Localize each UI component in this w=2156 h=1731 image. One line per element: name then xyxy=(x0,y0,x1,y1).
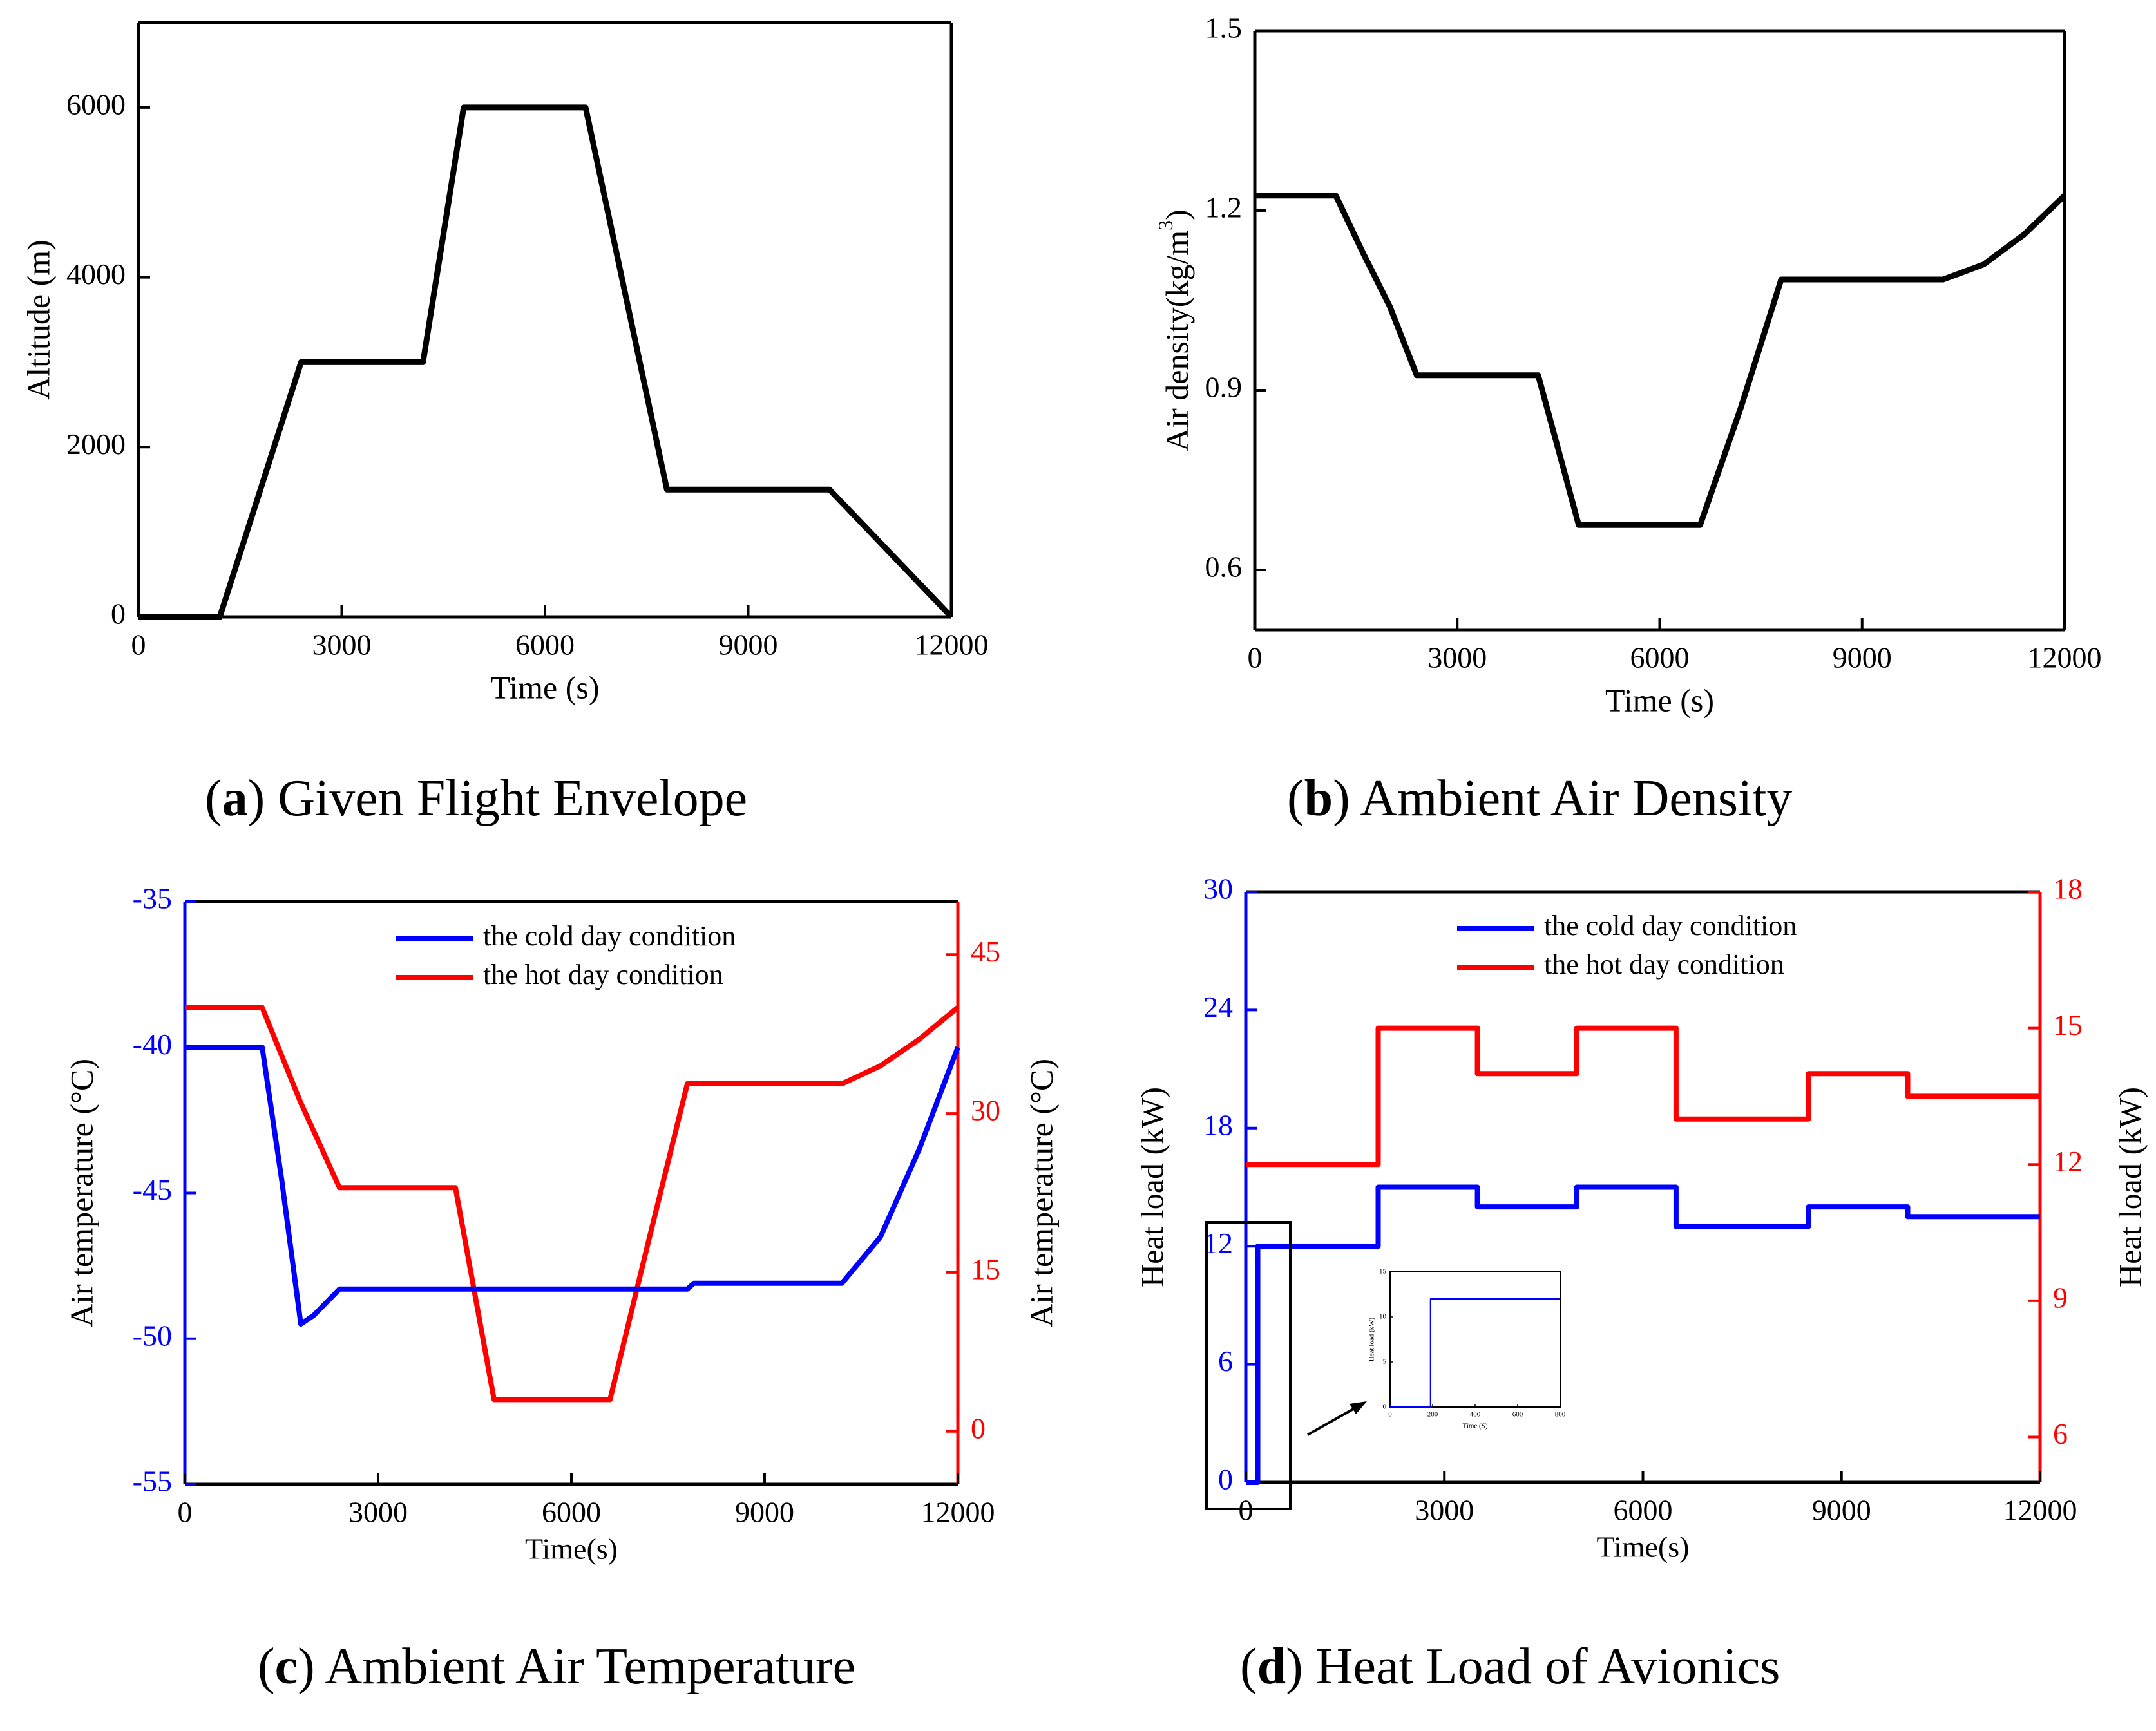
chart-c-xtick-label: 6000 xyxy=(542,1496,601,1529)
chart-b-ytick-label: 1.2 xyxy=(1205,191,1243,224)
chart-d-ytick-label: 30 xyxy=(1203,873,1233,905)
chart-d-inset-xtick-label: 200 xyxy=(1427,1411,1438,1419)
caption-c-text: Ambient Air Temperature xyxy=(325,1638,856,1695)
chart-d-ylabel-left: Heat load (kW) xyxy=(1134,1087,1170,1287)
chart-d-inset-frame xyxy=(1389,1271,1561,1408)
chart-d-inset-xlabel: Time (S) xyxy=(1462,1423,1487,1430)
chart-d-ytick-right-label: 18 xyxy=(2053,873,2083,905)
chart-d-inset-ylabel: Heat load (kW) xyxy=(1368,1317,1376,1361)
caption-d-text: Heat Load of Avionics xyxy=(1315,1638,1780,1695)
chart-d-ytick-label: 18 xyxy=(1203,1108,1233,1141)
chart-b-ylabel: Air density(kg/m3) xyxy=(1154,209,1195,451)
chart-a-altitude-line xyxy=(138,104,954,620)
chart-d-inset-xtick-label: 0 xyxy=(1388,1411,1392,1419)
chart-c-xtick-label: 3000 xyxy=(348,1496,408,1529)
chart-c-xlabel: Time(s) xyxy=(525,1533,618,1565)
chart-a-ytick-label: 4000 xyxy=(66,258,126,290)
chart-c-hot-day-line xyxy=(185,1005,960,1403)
chart-c-cold-day-line xyxy=(185,1045,960,1327)
chart-b-ylabel-sup: 3 xyxy=(1154,220,1177,231)
chart-a-xtick-label: 12000 xyxy=(915,629,989,661)
caption-a-text: Given Flight Envelope xyxy=(278,770,748,827)
chart-a-xtick-label: 6000 xyxy=(515,629,575,661)
chart-d-zoom-box xyxy=(1205,1221,1292,1510)
chart-d-zoom-arrow-head xyxy=(1350,1401,1367,1414)
chart-b-ylabel-end: ) xyxy=(1159,209,1195,220)
chart-a-xtick-label: 3000 xyxy=(312,629,372,661)
caption-b-text: Ambient Air Density xyxy=(1360,770,1793,827)
chart-c-legend-label: the hot day condition xyxy=(483,959,723,990)
chart-a-xlabel: Time (s) xyxy=(490,669,599,705)
chart-c-xtick-label: 0 xyxy=(178,1496,193,1529)
chart-d-ytick-right-label: 15 xyxy=(2053,1008,2083,1041)
chart-d-inset-xtick-label: 400 xyxy=(1470,1411,1481,1419)
chart-d-xtick-label: 0 xyxy=(1239,1494,1254,1527)
chart-d-inset-line xyxy=(1390,1298,1560,1408)
chart-c-ylabel-left: Air temperature (°C) xyxy=(63,1059,99,1327)
chart-a-xtick-label: 9000 xyxy=(719,629,778,661)
chart-d-xtick-label: 9000 xyxy=(1812,1494,1871,1527)
chart-d-legend-label: the hot day condition xyxy=(1544,949,1784,980)
chart-d-inset-ytick-label: 15 xyxy=(1379,1268,1387,1276)
caption-c: (c) Ambient Air Temperature xyxy=(258,1638,856,1695)
caption-d-letter: d xyxy=(1257,1638,1286,1695)
chart-c-xtick-label: 12000 xyxy=(921,1496,995,1529)
caption-b-letter: b xyxy=(1304,770,1333,827)
chart-d-ytick-right-label: 9 xyxy=(2053,1281,2068,1314)
chart-d-xtick-label: 6000 xyxy=(1614,1494,1673,1527)
caption-b: (b) Ambient Air Density xyxy=(1287,770,1793,827)
chart-a-ytick-label: 6000 xyxy=(66,88,126,120)
caption-a: (a) Given Flight Envelope xyxy=(205,770,748,827)
chart-d-inset-ytick-label: 10 xyxy=(1379,1313,1387,1321)
chart-d-inset-xtick-label: 600 xyxy=(1512,1411,1523,1419)
chart-a-ylabel: Altitude (m) xyxy=(20,240,56,400)
chart-d-inset-xtick-label: 800 xyxy=(1555,1411,1566,1419)
chart-a-ytick-label: 0 xyxy=(111,598,126,630)
chart-c-ytick-right-label: 45 xyxy=(971,935,1000,968)
chart-d-ytick-right-label: 6 xyxy=(2053,1417,2068,1450)
chart-a-xtick-label: 0 xyxy=(131,629,146,661)
chart-c-ylabel-right: Air temperature (°C) xyxy=(1023,1059,1059,1327)
caption-a-letter: a xyxy=(222,770,248,827)
chart-d-inset-ytick-label: 0 xyxy=(1383,1403,1387,1411)
chart-c-ytick-label: -55 xyxy=(133,1465,172,1498)
chart-b-xtick-label: 6000 xyxy=(1630,641,1690,674)
chart-d-xtick-label: 12000 xyxy=(2003,1494,2077,1527)
chart-d-ytick-label: 24 xyxy=(1203,990,1233,1023)
chart-b-density-line xyxy=(1255,193,2067,528)
chart-b-xtick-label: 12000 xyxy=(2028,641,2102,674)
caption-d: (d) Heat Load of Avionics xyxy=(1240,1638,1780,1695)
chart-d-inset-ytick-label: 5 xyxy=(1383,1358,1387,1366)
chart-c-ytick-right-label: 30 xyxy=(971,1094,1000,1127)
chart-c-ytick-right-label: 15 xyxy=(971,1253,1000,1285)
chart-d-legend-label: the cold day condition xyxy=(1544,910,1797,941)
chart-c-xtick-label: 9000 xyxy=(735,1496,794,1529)
chart-c-ytick-label: -40 xyxy=(133,1028,172,1061)
chart-d-ytick-right-label: 12 xyxy=(2053,1145,2083,1178)
chart-a-ytick-label: 2000 xyxy=(66,428,126,460)
chart-b-ytick-label: 1.5 xyxy=(1205,12,1243,44)
chart-b-xtick-label: 0 xyxy=(1248,641,1263,674)
chart-d-xlabel: Time(s) xyxy=(1597,1531,1690,1564)
chart-d-ylabel-right: Heat load (kW) xyxy=(2112,1087,2148,1287)
chart-d-ytick-label: 12 xyxy=(1203,1227,1233,1260)
chart-c-legend-label: the cold day condition xyxy=(483,920,736,952)
chart-d-xtick-label: 3000 xyxy=(1415,1494,1474,1527)
chart-c-ytick-label: -45 xyxy=(133,1173,172,1206)
chart-d-hot-day-line xyxy=(1246,1025,2040,1168)
chart-c-ytick-right-label: 0 xyxy=(971,1412,986,1444)
chart-c-ytick-label: -50 xyxy=(133,1319,172,1352)
chart-d-ytick-label: 6 xyxy=(1218,1345,1233,1377)
chart-b-ylabel-main: Air density(kg/m xyxy=(1159,231,1195,451)
chart-d-cold-day-line xyxy=(1246,1184,2040,1485)
chart-b-ytick-label: 0.6 xyxy=(1205,551,1243,583)
chart-c-ytick-label: -35 xyxy=(133,882,172,915)
chart-d-ytick-label: 0 xyxy=(1218,1463,1233,1496)
caption-c-letter: c xyxy=(274,1638,298,1695)
chart-b-xtick-label: 9000 xyxy=(1833,641,1892,674)
chart-b-xlabel: Time (s) xyxy=(1605,682,1714,718)
chart-b-ytick-label: 0.9 xyxy=(1205,371,1243,404)
chart-b-xtick-label: 3000 xyxy=(1427,641,1487,674)
